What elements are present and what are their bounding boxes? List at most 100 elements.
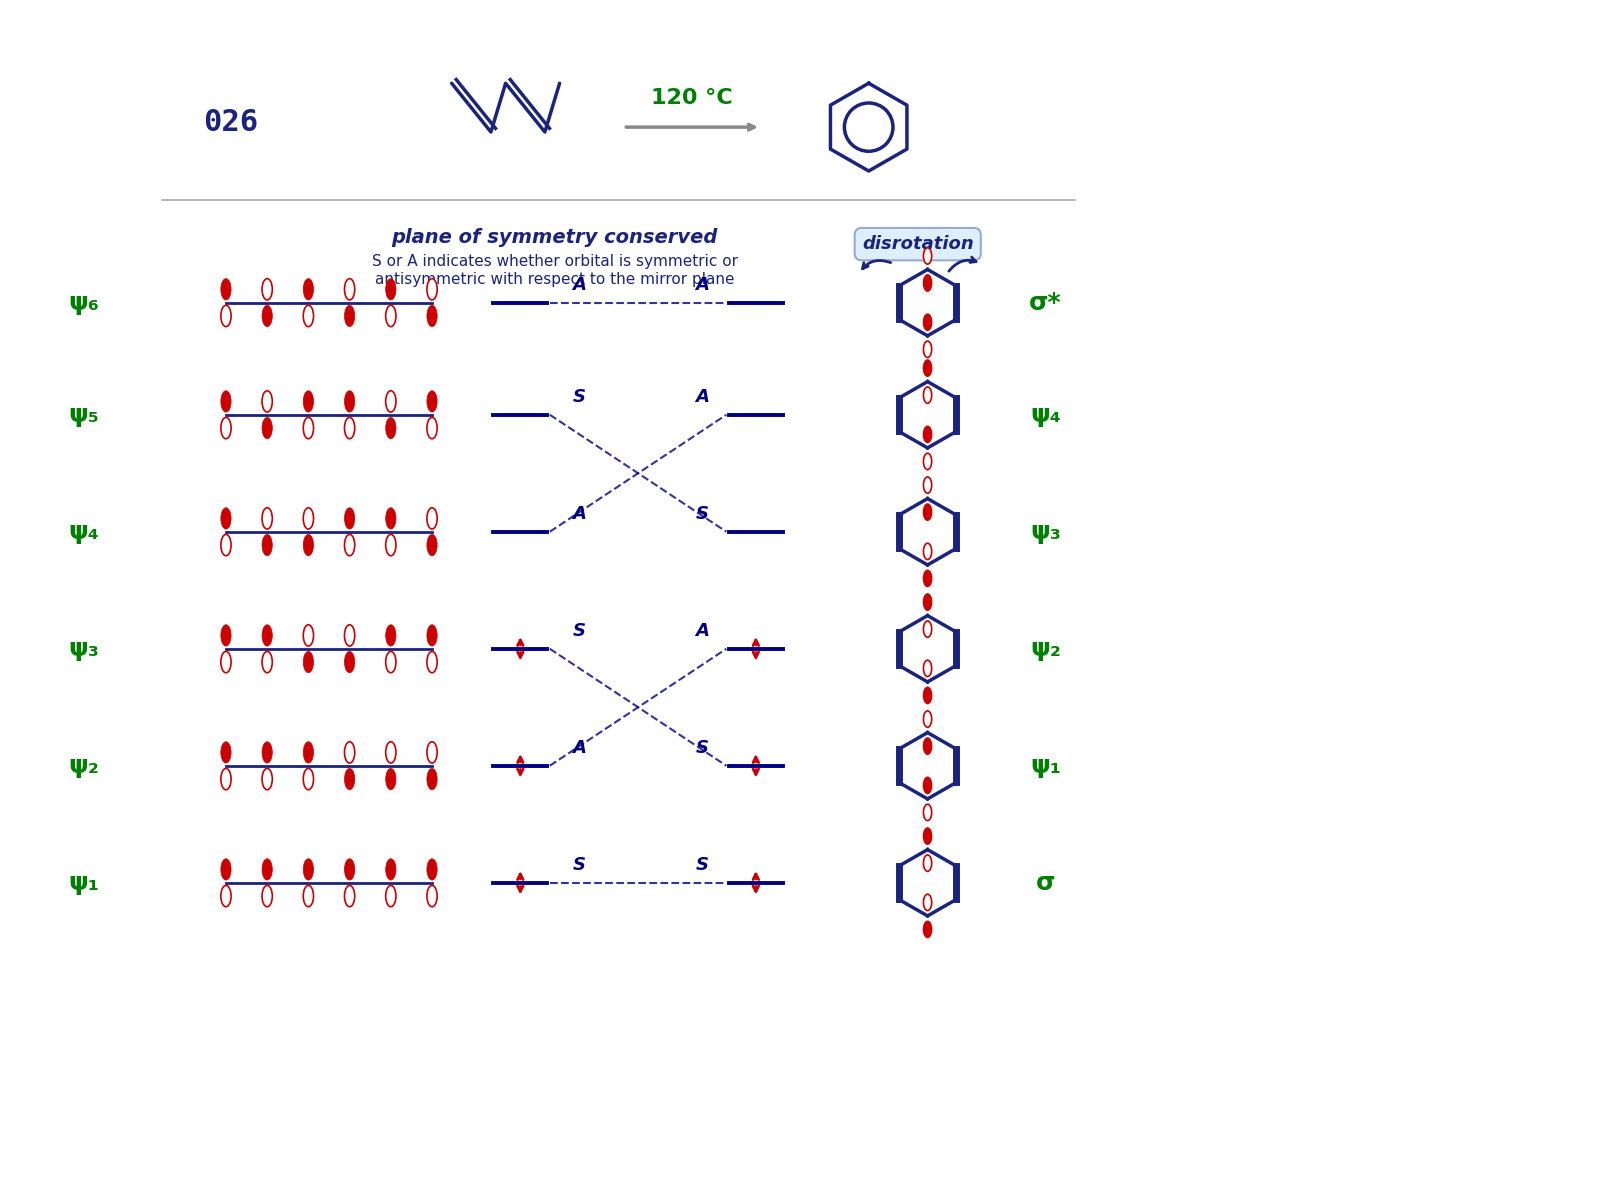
Ellipse shape <box>427 625 437 646</box>
Ellipse shape <box>344 418 355 439</box>
Text: σ: σ <box>1035 871 1054 895</box>
Ellipse shape <box>386 886 395 907</box>
Text: S: S <box>696 857 709 874</box>
Ellipse shape <box>344 278 355 300</box>
Ellipse shape <box>923 476 931 493</box>
Ellipse shape <box>386 625 395 646</box>
Ellipse shape <box>262 278 272 300</box>
Ellipse shape <box>923 660 931 677</box>
Ellipse shape <box>923 570 931 587</box>
Text: σ*: σ* <box>1029 290 1062 314</box>
Text: A: A <box>694 389 709 406</box>
Ellipse shape <box>262 305 272 326</box>
Text: plane of symmetry conserved: plane of symmetry conserved <box>392 228 718 247</box>
Ellipse shape <box>923 426 931 443</box>
Ellipse shape <box>344 508 355 529</box>
Ellipse shape <box>923 275 931 292</box>
Text: ψ₅: ψ₅ <box>69 403 99 427</box>
Ellipse shape <box>262 859 272 880</box>
Ellipse shape <box>304 418 314 439</box>
Ellipse shape <box>427 768 437 790</box>
Ellipse shape <box>304 534 314 556</box>
Ellipse shape <box>923 544 931 559</box>
Ellipse shape <box>386 534 395 556</box>
Ellipse shape <box>923 620 931 637</box>
Ellipse shape <box>262 508 272 529</box>
Ellipse shape <box>923 922 931 937</box>
Ellipse shape <box>427 305 437 326</box>
Ellipse shape <box>221 278 230 300</box>
Ellipse shape <box>923 454 931 469</box>
Ellipse shape <box>427 418 437 439</box>
Text: 026: 026 <box>203 108 259 137</box>
Ellipse shape <box>344 534 355 556</box>
Ellipse shape <box>262 625 272 646</box>
Ellipse shape <box>262 768 272 790</box>
Text: ψ₃: ψ₃ <box>69 637 99 661</box>
Ellipse shape <box>221 305 230 326</box>
Ellipse shape <box>221 625 230 646</box>
Ellipse shape <box>923 738 931 755</box>
Ellipse shape <box>386 391 395 412</box>
Text: disrotation: disrotation <box>862 235 974 253</box>
Ellipse shape <box>304 886 314 907</box>
Ellipse shape <box>427 278 437 300</box>
Ellipse shape <box>386 859 395 880</box>
Ellipse shape <box>386 768 395 790</box>
Ellipse shape <box>923 341 931 358</box>
Ellipse shape <box>221 508 230 529</box>
Ellipse shape <box>427 859 437 880</box>
Ellipse shape <box>262 391 272 412</box>
Ellipse shape <box>386 418 395 439</box>
Ellipse shape <box>221 534 230 556</box>
Text: S: S <box>696 739 709 757</box>
Ellipse shape <box>386 742 395 763</box>
Text: A: A <box>694 276 709 294</box>
Text: A: A <box>694 622 709 641</box>
Ellipse shape <box>923 247 931 264</box>
Ellipse shape <box>923 360 931 377</box>
Ellipse shape <box>221 391 230 412</box>
Ellipse shape <box>923 386 931 403</box>
Ellipse shape <box>923 594 931 611</box>
Ellipse shape <box>344 391 355 412</box>
Ellipse shape <box>923 828 931 845</box>
Text: S: S <box>696 505 709 523</box>
Ellipse shape <box>221 768 230 790</box>
Text: ψ₆: ψ₆ <box>69 290 99 314</box>
Ellipse shape <box>221 418 230 439</box>
Text: ψ₁: ψ₁ <box>1030 754 1061 778</box>
Ellipse shape <box>427 886 437 907</box>
Ellipse shape <box>221 886 230 907</box>
Ellipse shape <box>427 508 437 529</box>
Ellipse shape <box>262 886 272 907</box>
Text: A: A <box>573 276 586 294</box>
Ellipse shape <box>262 652 272 673</box>
Ellipse shape <box>923 314 931 330</box>
Ellipse shape <box>427 391 437 412</box>
Ellipse shape <box>344 859 355 880</box>
Text: S: S <box>573 857 586 874</box>
Text: ψ₄: ψ₄ <box>1030 403 1061 427</box>
Text: 120 °C: 120 °C <box>651 88 733 108</box>
Ellipse shape <box>304 278 314 300</box>
Ellipse shape <box>386 305 395 326</box>
Ellipse shape <box>386 652 395 673</box>
Text: S: S <box>573 622 586 641</box>
Text: ψ₃: ψ₃ <box>1030 520 1061 544</box>
Ellipse shape <box>344 652 355 673</box>
Text: A: A <box>573 739 586 757</box>
Ellipse shape <box>923 688 931 703</box>
Ellipse shape <box>304 768 314 790</box>
Ellipse shape <box>221 652 230 673</box>
Ellipse shape <box>304 508 314 529</box>
Ellipse shape <box>304 625 314 646</box>
Ellipse shape <box>304 742 314 763</box>
Text: A: A <box>573 505 586 523</box>
Ellipse shape <box>386 508 395 529</box>
Ellipse shape <box>262 534 272 556</box>
Ellipse shape <box>304 859 314 880</box>
Ellipse shape <box>304 652 314 673</box>
Text: S: S <box>573 389 586 406</box>
Text: ψ₂: ψ₂ <box>1030 637 1061 661</box>
